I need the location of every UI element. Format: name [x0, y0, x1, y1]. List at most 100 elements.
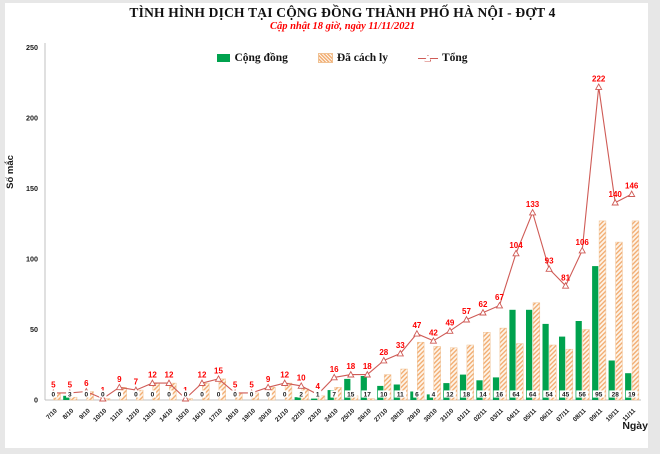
svg-text:13/10: 13/10: [142, 407, 158, 423]
svg-text:09/11: 09/11: [588, 407, 604, 423]
svg-text:11/10: 11/10: [109, 407, 125, 423]
hatched-bar-swatch-icon: [317, 53, 333, 63]
svg-text:11: 11: [397, 391, 404, 398]
svg-text:20/10: 20/10: [257, 407, 273, 423]
svg-text:104: 104: [509, 241, 523, 250]
svg-text:5: 5: [68, 380, 73, 389]
svg-text:04/11: 04/11: [506, 407, 522, 423]
svg-text:106: 106: [576, 238, 590, 247]
legend-item-tong[interactable]: Tổng: [417, 52, 468, 64]
legend-label-cong-dong: Cộng đồng: [234, 52, 288, 64]
svg-text:57: 57: [462, 307, 471, 316]
svg-text:28: 28: [379, 348, 388, 357]
svg-text:64: 64: [512, 391, 520, 398]
svg-text:0: 0: [118, 391, 122, 398]
svg-text:30/10: 30/10: [423, 407, 439, 423]
svg-text:12: 12: [446, 391, 454, 398]
svg-text:18: 18: [363, 362, 372, 371]
chart-background: [5, 3, 648, 448]
svg-text:0: 0: [233, 391, 237, 398]
svg-text:28/10: 28/10: [390, 407, 406, 423]
svg-text:18/10: 18/10: [224, 407, 240, 423]
legend-item-cong-dong[interactable]: Cộng đồng: [217, 52, 288, 64]
svg-text:33: 33: [396, 341, 405, 350]
svg-text:67: 67: [495, 293, 504, 302]
svg-text:7: 7: [134, 378, 139, 387]
bars-cong-dong: [63, 266, 632, 400]
svg-text:23/10: 23/10: [307, 407, 323, 423]
svg-text:0: 0: [167, 391, 171, 398]
svg-text:0: 0: [217, 391, 221, 398]
legend-item-da-cach-ly[interactable]: Đã cách ly: [317, 52, 388, 64]
svg-text:25/10: 25/10: [340, 407, 356, 423]
svg-text:93: 93: [545, 256, 554, 265]
svg-text:0: 0: [250, 391, 254, 398]
svg-text:0: 0: [151, 391, 155, 398]
svg-text:16/10: 16/10: [191, 407, 207, 423]
svg-text:0: 0: [200, 391, 204, 398]
svg-text:5: 5: [51, 380, 56, 389]
svg-text:62: 62: [479, 300, 488, 309]
axes: [44, 43, 641, 401]
svg-text:Số mắc: Số mắc: [4, 155, 16, 189]
svg-text:3: 3: [68, 391, 72, 398]
svg-text:49: 49: [445, 318, 454, 327]
svg-text:45: 45: [562, 391, 570, 398]
svg-text:10: 10: [297, 373, 306, 382]
svg-text:64: 64: [529, 391, 537, 398]
svg-text:03/11: 03/11: [489, 407, 505, 423]
svg-text:10/11: 10/11: [605, 407, 621, 423]
svg-text:200: 200: [26, 114, 38, 123]
svg-text:15/10: 15/10: [175, 407, 191, 423]
svg-text:133: 133: [526, 200, 540, 209]
svg-text:27/10: 27/10: [373, 407, 389, 423]
svg-text:0: 0: [266, 391, 270, 398]
svg-text:26/10: 26/10: [357, 407, 373, 423]
svg-text:10/10: 10/10: [92, 407, 108, 423]
svg-text:1: 1: [316, 391, 320, 398]
svg-text:47: 47: [412, 321, 421, 330]
svg-text:08/11: 08/11: [572, 407, 588, 423]
svg-text:18: 18: [463, 391, 471, 398]
svg-text:9/10: 9/10: [78, 407, 92, 421]
legend-label-da-cach-ly: Đã cách ly: [336, 52, 388, 64]
svg-text:140: 140: [609, 190, 623, 199]
svg-text:Ngày: Ngày: [622, 420, 648, 432]
svg-text:150: 150: [26, 184, 38, 193]
svg-text:56: 56: [579, 391, 587, 398]
chart-subtitle: Cập nhật 18 giờ, ngày 11/11/2021: [269, 21, 416, 32]
svg-text:0: 0: [51, 391, 55, 398]
svg-text:0: 0: [283, 391, 287, 398]
svg-text:01/11: 01/11: [456, 407, 472, 423]
svg-text:12: 12: [198, 371, 207, 380]
svg-text:14/10: 14/10: [158, 407, 174, 423]
legend-label-tong: Tổng: [441, 52, 468, 64]
svg-text:7: 7: [332, 391, 336, 398]
svg-text:12: 12: [280, 371, 289, 380]
svg-text:6: 6: [84, 379, 89, 388]
svg-text:0: 0: [101, 391, 105, 398]
svg-text:15: 15: [214, 366, 223, 375]
svg-text:0: 0: [34, 396, 38, 405]
svg-text:16: 16: [496, 391, 504, 398]
chart-title: TÌNH HÌNH DỊCH TẠI CỘNG ĐỒNG THÀNH PHỐ H…: [129, 5, 556, 20]
svg-text:4: 4: [432, 391, 436, 398]
svg-text:31/10: 31/10: [439, 407, 455, 423]
svg-text:15: 15: [347, 391, 355, 398]
svg-text:8/10: 8/10: [62, 407, 76, 421]
svg-text:9: 9: [117, 375, 122, 384]
svg-text:42: 42: [429, 328, 438, 337]
cong-dong-data-labels: 0 3 0 0 0 0 0 0 0 0 0 0 0 0 0 2 1 7 15 17 10 11 6 4 12 18 14 16 64 64…: [49, 390, 638, 398]
green-bar-swatch-icon: [217, 54, 231, 62]
svg-text:81: 81: [561, 273, 570, 282]
legend: Cộng đồng Đã cách ly Tổng: [45, 52, 640, 64]
y-axis-labels: 0 50 100 150 200 250 Số mắc: [4, 43, 38, 405]
svg-text:12/10: 12/10: [125, 407, 141, 423]
svg-text:146: 146: [625, 182, 639, 191]
svg-text:17/10: 17/10: [208, 407, 224, 423]
svg-text:0: 0: [184, 391, 188, 398]
svg-text:4: 4: [315, 382, 320, 391]
